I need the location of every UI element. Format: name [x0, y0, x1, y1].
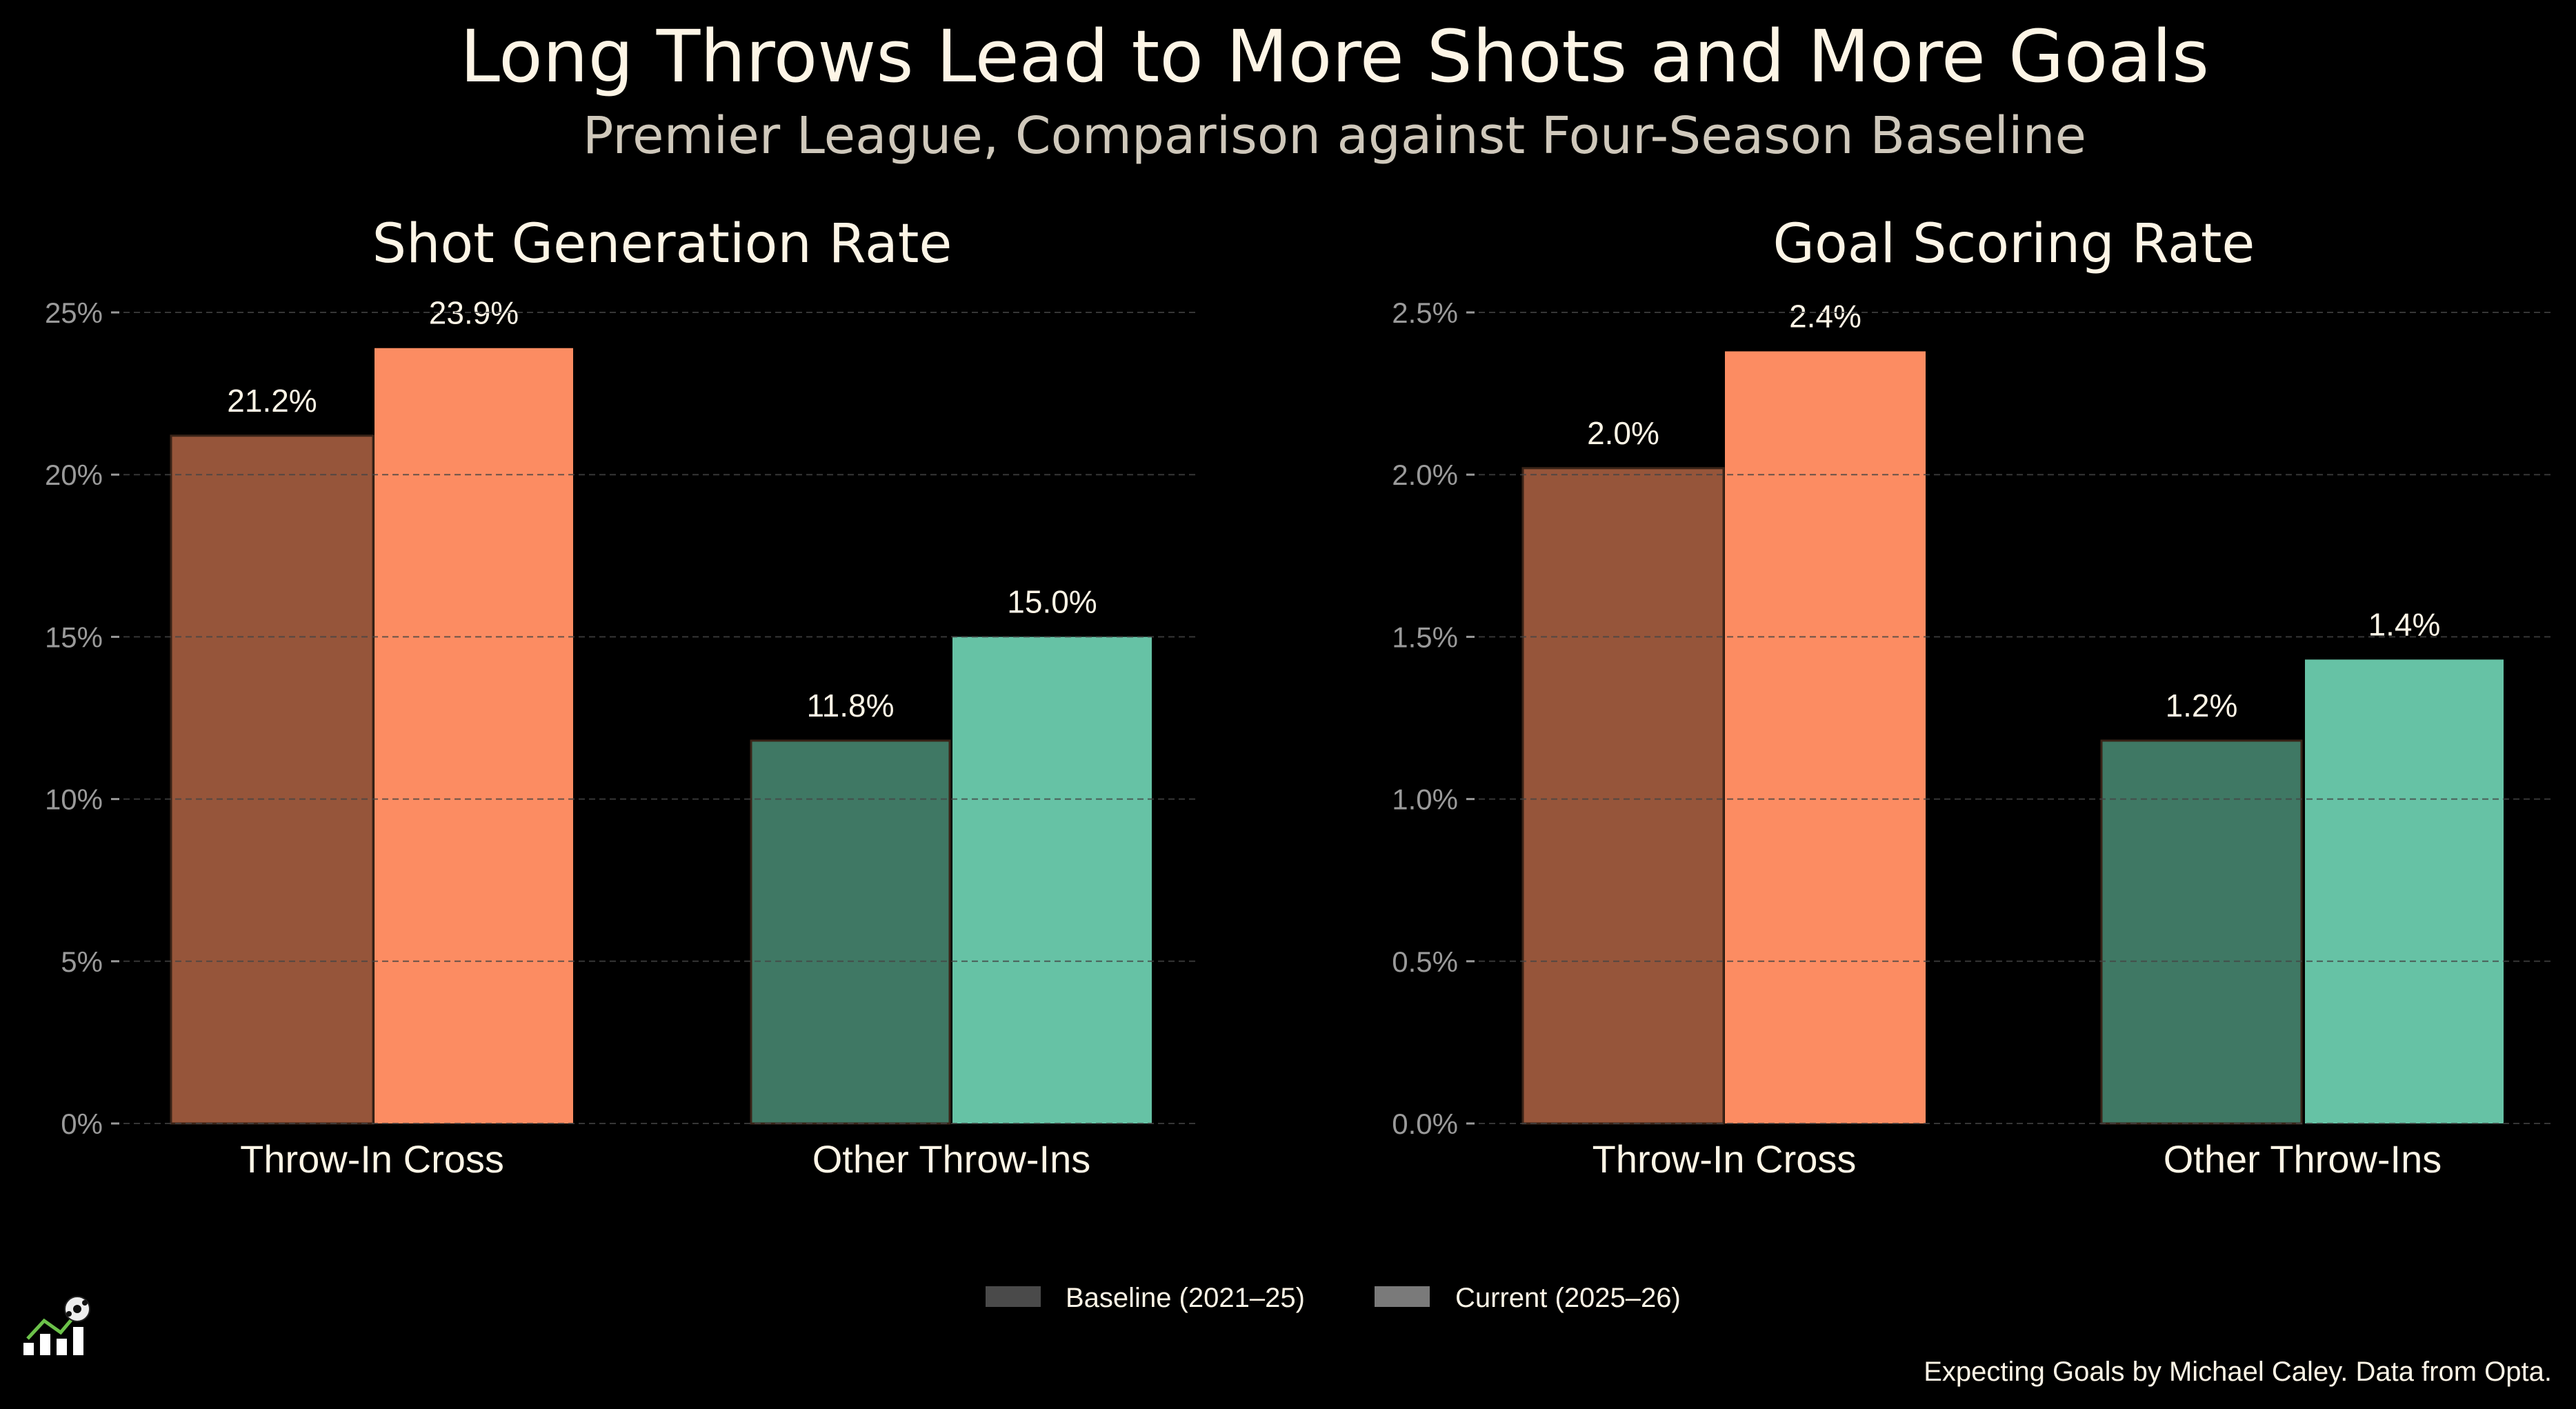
legend-label-baseline: Baseline (2021–25): [1066, 1283, 1305, 1313]
y-tick-label: 10%: [45, 783, 103, 816]
data-label: 21.2%: [227, 383, 317, 419]
bar-current: [2305, 659, 2504, 1123]
y-tick-label: 2.0%: [1392, 459, 1458, 491]
chart-title: Long Throws Lead to More Shots and More …: [460, 14, 2209, 99]
x-tick-label: Other Throw-Ins: [812, 1137, 1091, 1181]
panel-title: Goal Scoring Rate: [1773, 213, 2255, 275]
y-tick-label: 20%: [45, 459, 103, 491]
legend-swatch-baseline: [986, 1286, 1041, 1307]
panel-shot-generation: Shot Generation Rate 21.2% 23.9% Throw-In C…: [45, 213, 1199, 1181]
panels: Shot Generation Rate 21.2% 23.9% Throw-In C…: [45, 213, 2551, 1181]
footer-credit: Expecting Goals by Michael Caley. Data f…: [1924, 1357, 2552, 1387]
bar-current: [952, 637, 1152, 1123]
data-label: 1.2%: [2166, 688, 2238, 723]
bar-current: [375, 348, 573, 1123]
logo-icon: [23, 1296, 90, 1355]
chart-subtitle: Premier League, Comparison against Four-…: [583, 106, 2086, 166]
y-tick-label: 2.5%: [1392, 297, 1458, 329]
legend: Baseline (2021–25) Current (2025–26): [986, 1283, 1681, 1313]
data-label: 11.8%: [806, 688, 894, 723]
x-tick-label: Throw-In Cross: [1592, 1137, 1857, 1181]
y-tick-label: 5%: [61, 946, 103, 978]
y-tick-label: 15%: [45, 621, 103, 653]
y-tick-label: 0%: [61, 1108, 103, 1140]
bar-baseline: [170, 434, 375, 1125]
bar-current: [1725, 351, 1926, 1123]
data-label: 23.9%: [429, 295, 519, 331]
bar-baseline: [1521, 467, 1725, 1125]
y-tick-label: 1.5%: [1392, 621, 1458, 653]
bar-baseline: [750, 739, 951, 1125]
panel-goal-scoring: Goal Scoring Rate 2.0% 2.4% Throw-In Cross 1…: [1392, 213, 2551, 1181]
y-tick-label: 0.0%: [1392, 1108, 1458, 1140]
data-label: 15.0%: [1007, 583, 1097, 619]
data-label: 2.4%: [1789, 298, 1861, 334]
legend-label-current: Current (2025–26): [1455, 1283, 1681, 1313]
y-tick-label: 0.5%: [1392, 946, 1458, 978]
data-label: 2.0%: [1587, 415, 1659, 451]
bar-baseline: [2100, 739, 2303, 1125]
panel-title: Shot Generation Rate: [372, 213, 952, 275]
x-tick-label: Other Throw-Ins: [2164, 1137, 2442, 1181]
x-tick-label: Throw-In Cross: [240, 1137, 504, 1181]
legend-swatch-current: [1375, 1286, 1430, 1307]
y-tick-label: 1.0%: [1392, 783, 1458, 816]
y-tick-label: 25%: [45, 297, 103, 329]
